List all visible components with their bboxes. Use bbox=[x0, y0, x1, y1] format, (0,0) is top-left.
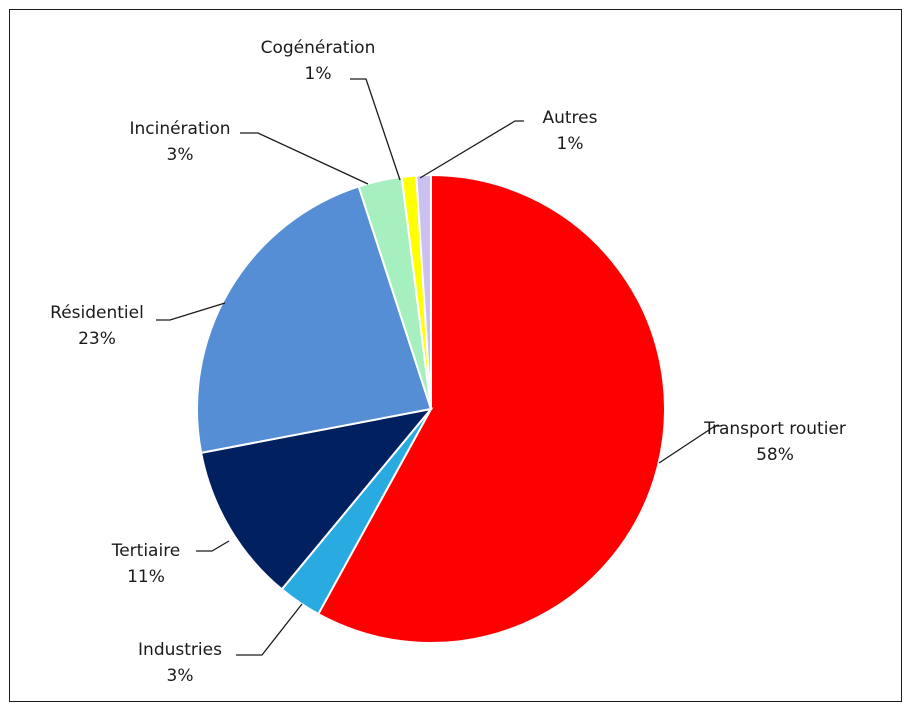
slice-category-label: Incinération bbox=[129, 119, 230, 139]
leader-line bbox=[658, 425, 722, 464]
slice-category-label: Tertiaire bbox=[111, 541, 181, 561]
pie-slices bbox=[196, 173, 666, 644]
pie-slice bbox=[316, 173, 666, 644]
slice-labels: Transport routier 58% Industries 3% Tertiair… bbox=[50, 38, 846, 686]
pie-slice bbox=[196, 185, 433, 455]
leader-line bbox=[156, 302, 226, 321]
slice-percent-label: 58% bbox=[756, 445, 794, 465]
leader-line bbox=[350, 78, 401, 181]
leader-lines bbox=[156, 78, 722, 656]
slice-category-label: Industries bbox=[138, 640, 222, 660]
slice-percent-label: 1% bbox=[557, 134, 584, 154]
slice-category-label: Transport routier bbox=[703, 419, 846, 439]
slice-category-label: Résidentiel bbox=[50, 303, 144, 323]
slice-percent-label: 3% bbox=[167, 666, 194, 686]
slice-percent-label: 1% bbox=[305, 64, 332, 84]
pie-slice bbox=[199, 407, 434, 591]
slice-category-label: Cogénération bbox=[261, 38, 376, 58]
leader-line bbox=[236, 603, 303, 656]
slice-percent-label: 3% bbox=[167, 145, 194, 165]
slice-category-label: Autres bbox=[542, 108, 597, 128]
leader-line bbox=[240, 132, 369, 185]
slice-percent-label: 11% bbox=[127, 567, 165, 587]
leader-line bbox=[419, 120, 524, 179]
slice-percent-label: 23% bbox=[78, 329, 116, 349]
leader-line bbox=[196, 540, 230, 552]
